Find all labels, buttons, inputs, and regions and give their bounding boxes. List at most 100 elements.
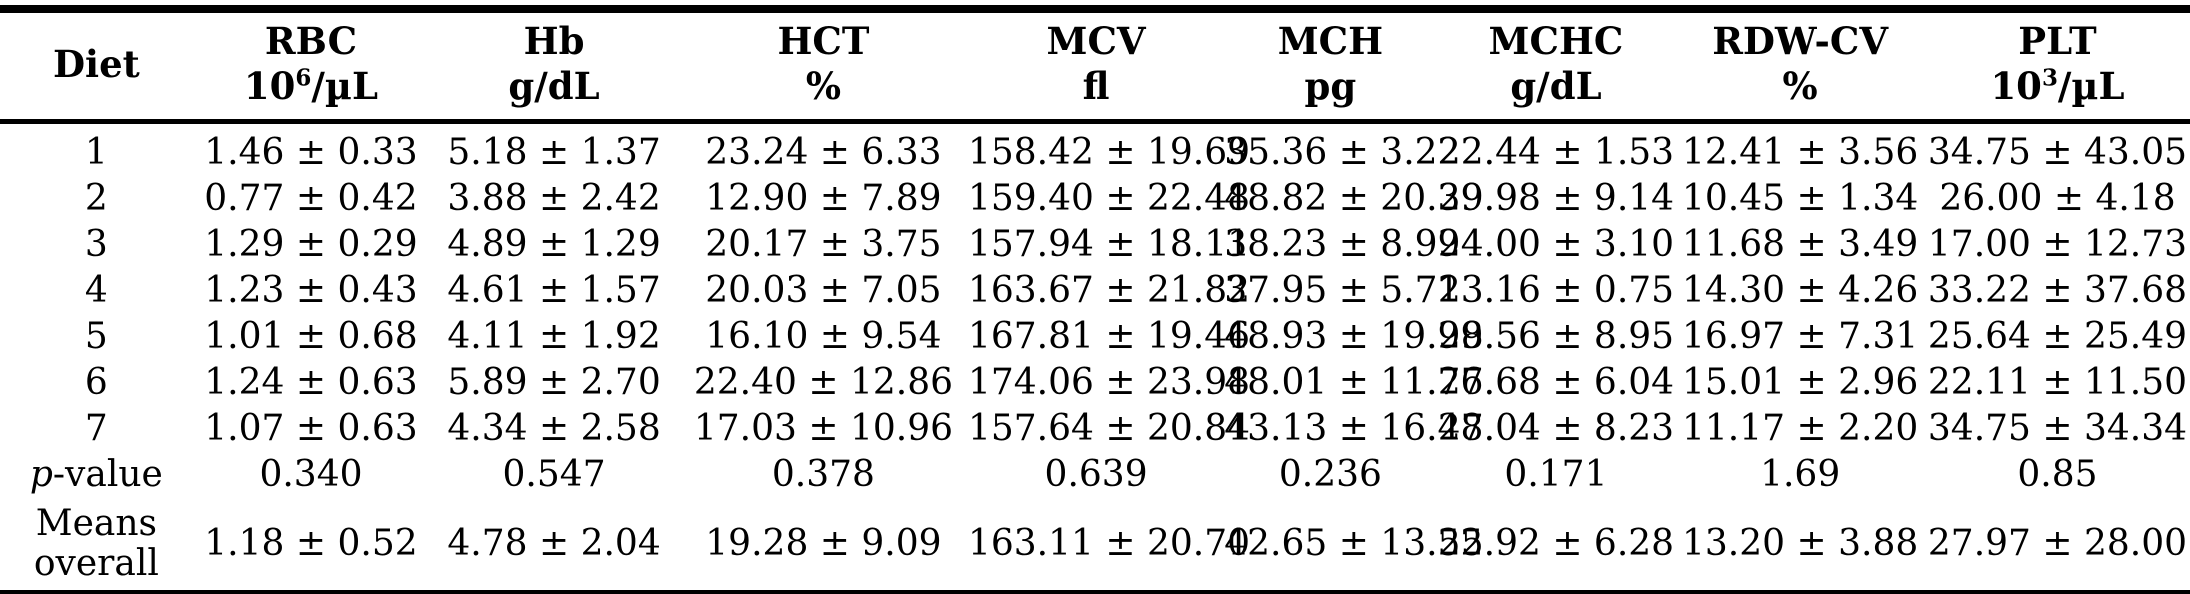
row-label: 7	[84, 408, 108, 450]
value-cell: 20.03 ± 7.05	[705, 270, 942, 312]
value-cell: 163.67 ± 21.82	[967, 270, 1251, 312]
value-cell: 11.68 ± 3.49	[1682, 224, 1919, 266]
value-cell: 167.81 ± 19.46	[967, 316, 1251, 358]
table-row: 6 1.24 ± 0.63 5.89 ± 2.70 22.40 ± 12.86 174.…	[0, 360, 2190, 406]
value-cell: 4.61 ± 1.57	[447, 270, 661, 312]
column-unit: %	[805, 64, 842, 109]
table-header-row: Diet RBC 106/µL Hb g/dL HCT % MCV fl	[0, 9, 2190, 125]
row-label: 4	[84, 270, 108, 312]
column-header-diet: Diet	[0, 9, 193, 125]
row-label: 3	[84, 224, 108, 266]
value-cell: 0.378	[771, 454, 875, 496]
value-cell: 42.65 ± 13.52	[1224, 523, 1484, 565]
value-cell: 11.17 ± 2.20	[1682, 408, 1919, 450]
value-cell: 3.88 ± 2.42	[447, 178, 661, 220]
value-cell: 28.56 ± 8.95	[1437, 316, 1675, 358]
value-cell: 48.01 ± 11.76	[1224, 362, 1484, 404]
value-cell: 43.13 ± 16.48	[1224, 408, 1484, 450]
column-label: PLT	[2018, 19, 2097, 63]
value-cell: 0.639	[1044, 454, 1148, 496]
column-label: Diet	[52, 41, 140, 86]
value-cell: 4.78 ± 2.04	[447, 523, 661, 565]
value-cell: 19.28 ± 9.09	[705, 523, 942, 565]
column-unit: fl	[1082, 64, 1110, 109]
column-header-rbc: RBC 106/µL	[192, 9, 430, 125]
superscript: 6	[295, 64, 312, 92]
value-cell: 17.03 ± 10.96	[693, 408, 954, 450]
value-cell: 25.92 ± 6.28	[1437, 523, 1675, 565]
value-cell: 48.82 ± 20.39	[1224, 178, 1484, 220]
value-cell: 1.69	[1760, 454, 1841, 496]
column-unit: %	[1782, 64, 1818, 109]
column-header-plt: PLT 103/µL	[1924, 9, 2190, 125]
table-row: Means overall 1.18 ± 0.52 4.78 ± 2.04 19.28…	[0, 498, 2190, 592]
value-cell: 25.64 ± 25.49	[1927, 316, 2188, 358]
value-cell: 26.00 ± 4.18	[1939, 178, 2176, 220]
value-cell: 4.89 ± 1.29	[447, 224, 661, 266]
value-cell: 0.340	[259, 454, 363, 496]
value-cell: 1.46 ± 0.33	[204, 132, 418, 174]
value-cell: 1.24 ± 0.63	[204, 362, 418, 404]
column-header-mcv: MCV fl	[967, 9, 1225, 125]
value-cell: 159.40 ± 22.48	[967, 178, 1251, 220]
value-cell: 1.23 ± 0.43	[204, 270, 418, 312]
column-label: Hb	[523, 19, 585, 63]
value-cell: 23.16 ± 0.75	[1437, 270, 1675, 312]
column-unit: 106/µL	[243, 64, 379, 109]
value-cell: 27.97 ± 28.00	[1927, 523, 2188, 565]
value-cell: 163.11 ± 20.70	[967, 523, 1251, 565]
column-label: MCV	[1046, 19, 1146, 63]
table-row: 3 1.29 ± 0.29 4.89 ± 1.29 20.17 ± 3.75 157.9…	[0, 222, 2190, 268]
value-cell: 1.07 ± 0.63	[204, 408, 418, 450]
value-cell: 4.11 ± 1.92	[447, 316, 661, 358]
value-cell: 0.77 ± 0.42	[204, 178, 418, 220]
row-label: 2	[84, 178, 108, 220]
value-cell: 16.97 ± 7.31	[1682, 316, 1919, 358]
value-cell: 22.44 ± 1.53	[1437, 132, 1675, 174]
value-cell: 35.36 ± 3.22	[1224, 132, 1461, 174]
value-cell: 5.18 ± 1.37	[447, 132, 661, 174]
table-row: 2 0.77 ± 0.42 3.88 ± 2.42 12.90 ± 7.89 159.4…	[0, 176, 2190, 222]
value-cell: 157.64 ± 20.84	[967, 408, 1251, 450]
value-cell: 20.17 ± 3.75	[705, 224, 942, 266]
table-row: 4 1.23 ± 0.43 4.61 ± 1.57 20.03 ± 7.05 163.6…	[0, 268, 2190, 314]
column-label: MCHC	[1488, 19, 1624, 63]
value-cell: 27.04 ± 8.23	[1437, 408, 1675, 450]
column-label: HCT	[777, 19, 870, 63]
column-label: RDW-CV	[1712, 19, 1889, 63]
row-label: Means overall	[33, 502, 159, 585]
value-cell: 24.00 ± 3.10	[1437, 224, 1675, 266]
row-label: 6	[84, 362, 108, 404]
value-cell: 33.22 ± 37.68	[1927, 270, 2188, 312]
column-unit: g/dL	[508, 64, 600, 109]
value-cell: 1.29 ± 0.29	[204, 224, 418, 266]
table-row: p-value 0.340 0.547 0.378 0.639 0.236 0.171 1.6…	[0, 452, 2190, 498]
value-cell: 0.85	[2017, 454, 2098, 496]
value-cell: 1.01 ± 0.68	[204, 316, 418, 358]
value-cell: 38.23 ± 8.99	[1224, 224, 1461, 266]
value-cell: 0.236	[1278, 454, 1382, 496]
column-header-mchc: MCHC g/dL	[1436, 9, 1676, 125]
value-cell: 27.68 ± 6.04	[1437, 362, 1675, 404]
column-unit: 103/µL	[1990, 64, 2125, 109]
value-cell: 48.93 ± 19.99	[1224, 316, 1484, 358]
superscript: 3	[2041, 64, 2058, 92]
column-header-hb: Hb g/dL	[429, 9, 679, 125]
value-cell: 14.30 ± 4.26	[1682, 270, 1919, 312]
value-cell: 157.94 ± 18.11	[967, 224, 1251, 266]
table-row: 1 1.46 ± 0.33 5.18 ± 1.37 23.24 ± 6.33 158.4…	[0, 122, 2190, 177]
column-label: MCH	[1277, 19, 1384, 63]
value-cell: 13.20 ± 3.88	[1682, 523, 1919, 565]
value-cell: 1.18 ± 0.52	[204, 523, 418, 565]
value-cell: 37.95 ± 5.71	[1224, 270, 1461, 312]
value-cell: 0.547	[502, 454, 606, 496]
column-unit: pg	[1304, 64, 1357, 109]
table-row: 5 1.01 ± 0.68 4.11 ± 1.92 16.10 ± 9.54 167.8…	[0, 314, 2190, 360]
column-label: RBC	[264, 19, 358, 63]
value-cell: 12.90 ± 7.89	[705, 178, 942, 220]
value-cell: 0.171	[1504, 454, 1608, 496]
value-cell: 15.01 ± 2.96	[1682, 362, 1919, 404]
table-row: 7 1.07 ± 0.63 4.34 ± 2.58 17.03 ± 10.96 157.…	[0, 406, 2190, 452]
column-header-hct: HCT %	[678, 9, 968, 125]
